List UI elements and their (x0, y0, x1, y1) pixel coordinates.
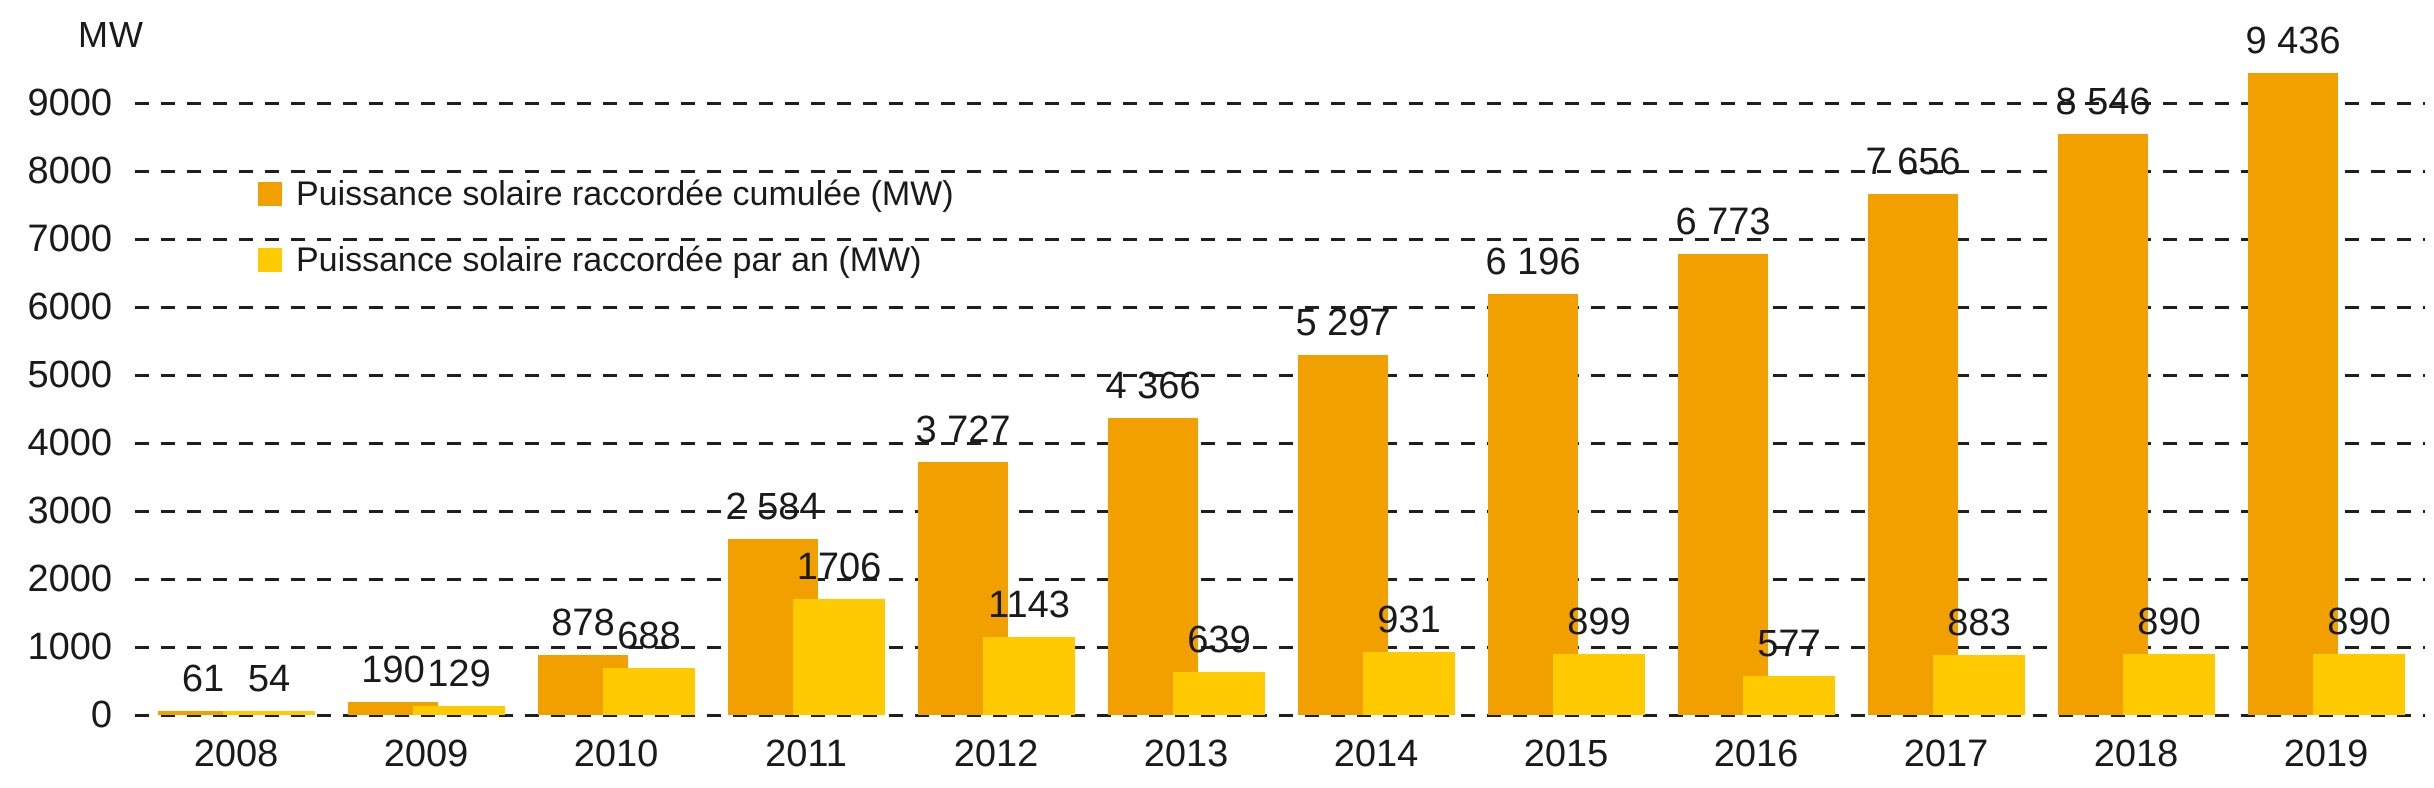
gridline-2000 (135, 578, 2425, 581)
gridline-0 (135, 714, 2425, 717)
x-tick-label-2010: 2010 (573, 733, 659, 775)
x-tick-label-2016: 2016 (1713, 733, 1799, 775)
y-tick-label-5000: 5000 (27, 354, 112, 396)
legend-label-cumulative: Puissance solaire raccordée cumulée (MW) (296, 174, 954, 213)
bar-annual-2018 (2123, 654, 2215, 715)
value-label-annual-2018: 890 (2137, 601, 2201, 643)
value-label-cumulative-2011: 2 584 (725, 486, 821, 528)
bar-annual-2013 (1173, 672, 1265, 715)
value-label-annual-2017: 883 (1947, 602, 2011, 644)
gridline-6000 (135, 306, 2425, 309)
x-tick-label-2018: 2018 (2093, 733, 2179, 775)
y-axis-unit-label: MW (78, 14, 144, 55)
bar-annual-2010 (603, 668, 695, 715)
bar-annual-2008 (223, 711, 315, 715)
x-tick-label-2017: 2017 (1903, 733, 1989, 775)
gridline-9000 (135, 102, 2425, 105)
value-label-cumulative-2019: 9 436 (2245, 20, 2341, 62)
bar-cumulative-2019 (2248, 73, 2338, 715)
bar-annual-2011 (793, 599, 885, 715)
y-tick-label-4000: 4000 (27, 422, 112, 464)
bar-cumulative-2017 (1868, 194, 1958, 715)
legend-item-cumulative: Puissance solaire raccordée cumulée (MW) (258, 172, 954, 216)
value-label-cumulative-2016: 6 773 (1675, 201, 1771, 243)
value-label-annual-2008: 54 (247, 658, 291, 700)
y-tick-label-9000: 9000 (27, 82, 112, 124)
value-label-cumulative-2017: 7 656 (1865, 141, 1961, 183)
bar-annual-2019 (2313, 654, 2405, 715)
legend-swatch-annual-icon (258, 248, 282, 272)
gridline-4000 (135, 442, 2425, 445)
y-tick-label-0: 0 (90, 694, 112, 736)
bar-annual-2009 (413, 706, 505, 715)
value-label-annual-2019: 890 (2327, 601, 2391, 643)
bar-annual-2017 (1933, 655, 2025, 715)
y-tick-label-8000: 8000 (27, 150, 112, 192)
x-tick-label-2015: 2015 (1523, 733, 1609, 775)
bar-annual-2016 (1743, 676, 1835, 715)
value-label-annual-2012: 1143 (988, 584, 1070, 626)
y-tick-label-3000: 3000 (27, 490, 112, 532)
value-label-annual-2015: 899 (1567, 601, 1631, 643)
value-label-cumulative-2013: 4 366 (1105, 365, 1201, 407)
value-label-annual-2016: 577 (1757, 623, 1821, 665)
x-tick-label-2019: 2019 (2283, 733, 2369, 775)
value-label-annual-2010: 688 (617, 615, 681, 657)
gridline-5000 (135, 374, 2425, 377)
value-label-annual-2014: 931 (1377, 599, 1441, 641)
bar-annual-2015 (1553, 654, 1645, 715)
x-tick-label-2008: 2008 (193, 733, 279, 775)
value-label-cumulative-2008: 61 (181, 658, 225, 700)
value-label-annual-2009: 129 (427, 653, 491, 695)
value-label-cumulative-2015: 6 196 (1485, 241, 1581, 283)
value-label-cumulative-2010: 878 (551, 602, 615, 644)
x-tick-label-2011: 2011 (765, 733, 847, 775)
gridline-3000 (135, 510, 2425, 513)
legend-label-annual: Puissance solaire raccordée par an (MW) (296, 240, 922, 279)
bar-annual-2014 (1363, 652, 1455, 715)
gridline-1000 (135, 646, 2425, 649)
x-tick-label-2014: 2014 (1333, 733, 1419, 775)
y-tick-label-6000: 6000 (27, 286, 112, 328)
y-tick-label-7000: 7000 (27, 218, 112, 260)
bar-cumulative-2008 (158, 711, 248, 715)
value-label-cumulative-2018: 8 546 (2055, 81, 2151, 123)
value-label-cumulative-2014: 5 297 (1295, 302, 1391, 344)
bar-cumulative-2016 (1678, 254, 1768, 715)
y-tick-label-2000: 2000 (27, 558, 112, 600)
y-tick-label-1000: 1000 (27, 626, 112, 668)
legend-item-annual: Puissance solaire raccordée par an (MW) (258, 238, 954, 282)
bar-cumulative-2013 (1108, 418, 1198, 715)
chart-legend: Puissance solaire raccordée cumulée (MW)… (258, 172, 954, 304)
bar-annual-2012 (983, 637, 1075, 715)
bar-cumulative-2015 (1488, 294, 1578, 715)
legend-swatch-cumulative-icon (258, 182, 282, 206)
x-tick-label-2013: 2013 (1143, 733, 1229, 775)
gridline-8000 (135, 170, 2425, 173)
x-tick-label-2012: 2012 (953, 733, 1039, 775)
value-label-annual-2011: 1706 (796, 546, 882, 588)
x-tick-label-2009: 2009 (383, 733, 469, 775)
value-label-cumulative-2012: 3 727 (915, 409, 1011, 451)
bar-cumulative-2018 (2058, 134, 2148, 715)
gridline-7000 (135, 238, 2425, 241)
value-label-cumulative-2009: 190 (361, 649, 425, 691)
value-label-annual-2013: 639 (1187, 619, 1251, 661)
